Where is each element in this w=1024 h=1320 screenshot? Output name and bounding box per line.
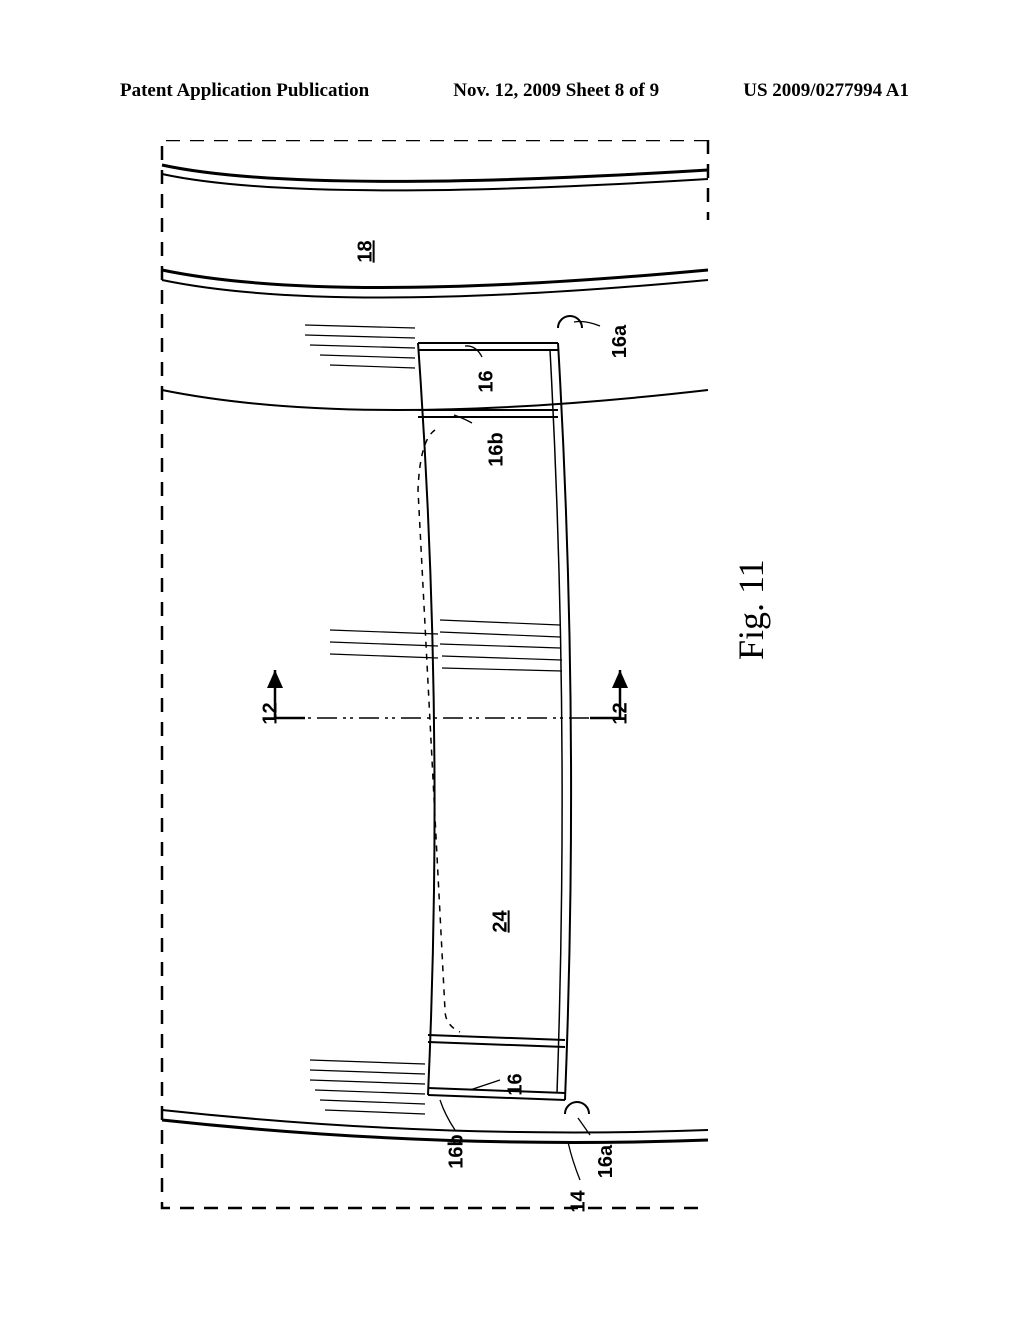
ref-16-left: 16 bbox=[505, 1073, 528, 1095]
figure-11-svg bbox=[160, 140, 710, 1210]
ref-16b-left: 16b bbox=[446, 1134, 469, 1168]
header-right: US 2009/0277994 A1 bbox=[743, 80, 909, 102]
header-left: Patent Application Publication bbox=[120, 80, 369, 102]
ref-16b-right: 16b bbox=[486, 432, 509, 466]
figure-11-container: 18 16 16a 16b 12 12 24 16 16b 16a 14 bbox=[160, 140, 710, 1210]
ref-24: 24 bbox=[490, 910, 513, 932]
ref-14: 14 bbox=[568, 1190, 591, 1212]
ref-18: 18 bbox=[355, 240, 378, 262]
ref-12-bottom: 12 bbox=[610, 702, 633, 724]
ref-16a-left: 16a bbox=[595, 1145, 618, 1178]
header-center: Nov. 12, 2009 Sheet 8 of 9 bbox=[453, 80, 659, 102]
ref-16a-right: 16a bbox=[609, 325, 632, 358]
ref-12-top: 12 bbox=[260, 702, 283, 724]
page-header: Patent Application Publication Nov. 12, … bbox=[0, 80, 1024, 102]
figure-label: Fig. 11 bbox=[730, 559, 772, 660]
ref-16-right: 16 bbox=[476, 370, 499, 392]
